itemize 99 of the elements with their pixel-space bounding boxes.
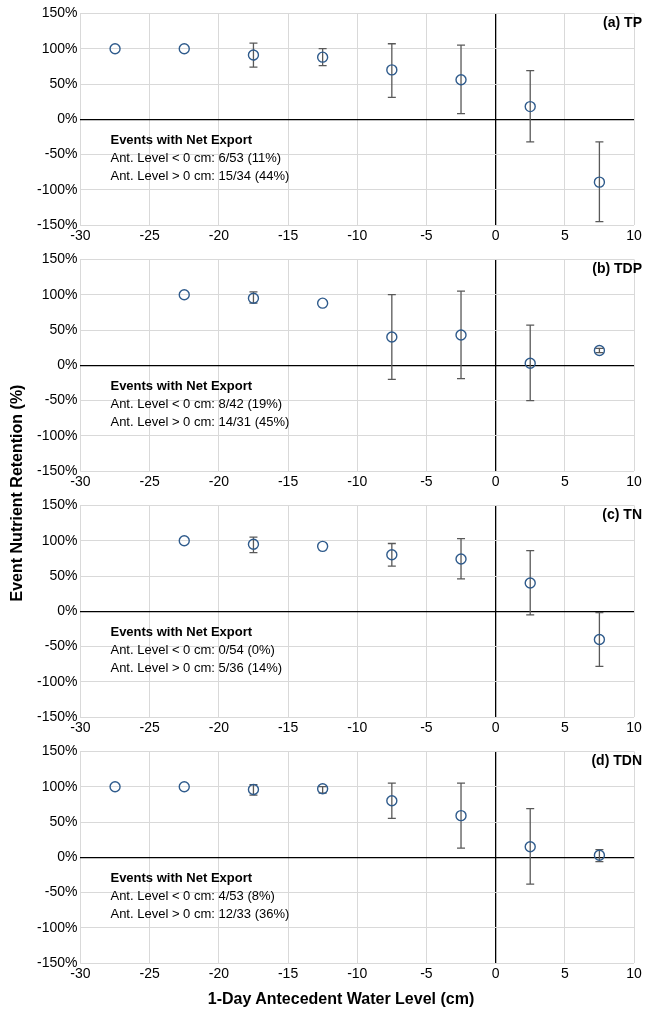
x-tick-label: -10 xyxy=(347,719,368,736)
chart-title: (c) TN xyxy=(602,506,642,523)
chart-title: (d) TDN xyxy=(591,752,642,769)
x-tick-label: 0 xyxy=(491,227,500,244)
annotation: Ant. Level > 0 cm: 12/33 (36%) xyxy=(110,905,290,923)
point xyxy=(109,43,121,55)
point xyxy=(109,781,121,793)
point xyxy=(247,538,260,550)
x-tick-label: -10 xyxy=(347,227,368,244)
annotation: Ant. Level > 0 cm: 5/36 (14%) xyxy=(110,659,283,677)
point xyxy=(316,540,329,553)
y-tick-label: 0% xyxy=(57,602,78,619)
y-tick-label: 0% xyxy=(57,110,78,127)
x-tick-label: -10 xyxy=(347,965,368,982)
x-tick-label: -20 xyxy=(208,719,230,736)
point xyxy=(178,535,190,547)
x-tick-label: -5 xyxy=(420,473,433,490)
y-tick-label: 50% xyxy=(49,812,78,829)
y-tick-label: -50% xyxy=(44,391,78,408)
y-tick-label: -100% xyxy=(37,180,78,197)
point xyxy=(593,176,606,188)
annotation: Ant. Level < 0 cm: 8/42 (19%) xyxy=(110,395,284,413)
annotation: Ant. Level < 0 cm: 4/53 (8%) xyxy=(110,887,276,905)
annotation: Events with Net Export xyxy=(110,377,254,395)
x-tick-label: -15 xyxy=(277,473,299,490)
x-tick-label: -15 xyxy=(277,719,299,736)
annotation: Events with Net Export xyxy=(110,623,254,641)
point xyxy=(386,795,398,807)
y-tick-label: -50% xyxy=(44,637,78,654)
x-tick-label: -5 xyxy=(420,719,433,736)
point xyxy=(593,633,606,646)
point xyxy=(524,100,536,113)
y-tick-label: 100% xyxy=(41,777,78,794)
x-tick-label: 5 xyxy=(560,227,569,244)
chart-title: (b) TDP xyxy=(592,260,642,277)
x-tick-label: 5 xyxy=(560,719,569,736)
point xyxy=(455,553,467,565)
point xyxy=(455,74,467,86)
x-tick-label: -20 xyxy=(208,473,230,490)
x-tick-label: -20 xyxy=(208,965,230,982)
x-tick-label: 0 xyxy=(491,965,500,982)
annotation: Ant. Level > 0 cm: 14/31 (45%) xyxy=(110,413,290,431)
y-tick-label: 0% xyxy=(57,848,78,865)
y-tick-label: 100% xyxy=(41,531,78,548)
y-tick-label: -50% xyxy=(44,883,78,900)
y-tick-label: 150% xyxy=(41,250,78,267)
x-tick-label: 10 xyxy=(626,719,642,736)
y-tick-label: -100% xyxy=(37,672,78,689)
x-tick-label: -25 xyxy=(139,719,160,736)
x-tick-label: -25 xyxy=(139,965,160,982)
annotation: Ant. Level < 0 cm: 6/53 (11%) xyxy=(110,149,283,167)
point xyxy=(386,64,398,76)
x-tick-label: 10 xyxy=(626,473,642,490)
point xyxy=(178,43,190,55)
annotation: Events with Net Export xyxy=(110,869,254,887)
x-tick-label: -10 xyxy=(347,473,368,490)
y-tick-label: -50% xyxy=(44,145,78,162)
x-tick-label: -25 xyxy=(139,227,160,244)
y-tick-label: 50% xyxy=(49,320,78,337)
point xyxy=(178,781,190,793)
y-tick-label: 150% xyxy=(41,496,78,513)
point xyxy=(247,49,260,61)
point xyxy=(386,549,398,561)
y-tick-label: 50% xyxy=(49,74,78,91)
y-tick-label: 100% xyxy=(41,285,78,302)
x-tick-label: -5 xyxy=(420,965,433,982)
x-tick-label: -15 xyxy=(277,965,299,982)
x-tick-label: 0 xyxy=(491,719,500,736)
annotation: Ant. Level > 0 cm: 15/34 (44%) xyxy=(110,167,290,185)
x-tick-label: 0 xyxy=(491,473,500,490)
x-tick-label: -20 xyxy=(208,227,230,244)
y-axis-title: Event Nutrient Retention (%) xyxy=(8,384,26,601)
annotation: Ant. Level < 0 cm: 0/54 (0%) xyxy=(110,641,276,659)
y-tick-label: 150% xyxy=(41,742,78,759)
point xyxy=(524,841,536,853)
point xyxy=(524,577,536,589)
x-tick-label: -25 xyxy=(139,473,160,490)
chart-title: (a) TP xyxy=(603,14,642,31)
y-tick-label: 150% xyxy=(41,4,78,21)
y-tick-label: 100% xyxy=(41,39,78,56)
point xyxy=(316,51,329,63)
x-tick-label: 5 xyxy=(560,473,569,490)
point xyxy=(178,289,190,301)
x-tick-label: 10 xyxy=(626,965,642,982)
y-tick-label: -100% xyxy=(37,918,78,935)
annotation: Events with Net Export xyxy=(110,131,254,149)
y-tick-label: -100% xyxy=(37,426,78,443)
point xyxy=(455,809,467,822)
x-axis-title: 1-Day Antecedent Water Level (cm) xyxy=(206,990,476,1008)
point xyxy=(455,329,467,341)
x-tick-label: -5 xyxy=(420,227,433,244)
point xyxy=(524,357,536,369)
point xyxy=(386,331,398,343)
x-tick-label: 10 xyxy=(626,227,642,244)
x-tick-label: 5 xyxy=(560,965,569,982)
point xyxy=(316,297,329,309)
y-tick-label: 50% xyxy=(49,566,78,583)
x-tick-label: -15 xyxy=(277,227,299,244)
y-tick-label: 0% xyxy=(57,356,78,373)
